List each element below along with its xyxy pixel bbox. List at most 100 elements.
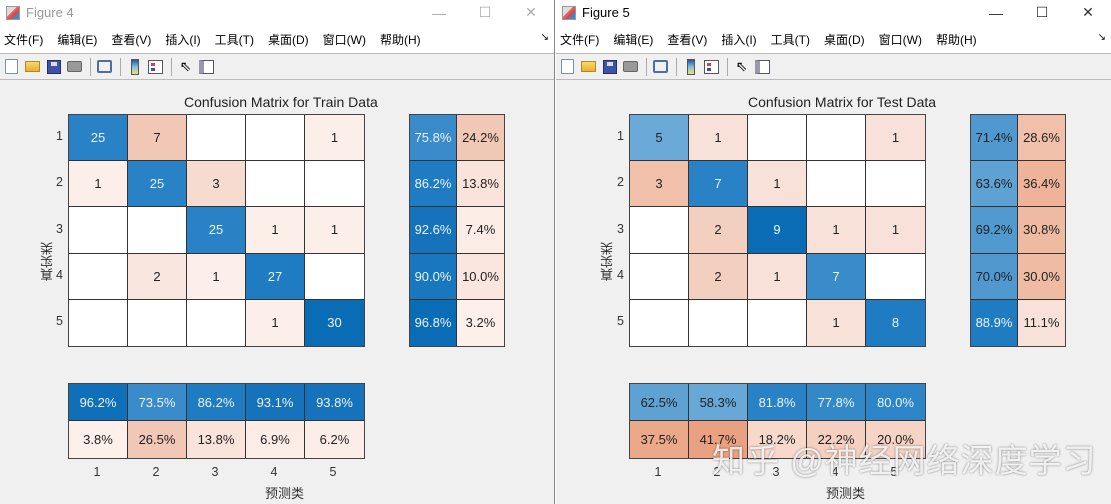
pointer-arrow-icon: ⇖ bbox=[179, 58, 192, 74]
y-tick-label: 2 bbox=[56, 175, 63, 190]
column-summary-cell: 80.0% bbox=[866, 384, 925, 421]
column-summary-cell: 93.1% bbox=[246, 384, 305, 421]
cell-value: 1 bbox=[212, 268, 220, 284]
menu-item[interactable]: 文件(F) bbox=[560, 32, 600, 47]
matrix-cell bbox=[69, 207, 128, 254]
column-summary-cell: 86.2% bbox=[187, 384, 246, 421]
cell-value: 1 bbox=[832, 222, 840, 238]
menu-item[interactable]: 桌面(D) bbox=[267, 32, 309, 47]
menu-item[interactable]: 帮助(H) bbox=[935, 32, 977, 47]
menu-item[interactable]: 窗口(W) bbox=[878, 32, 922, 47]
column-summary-cell: 77.8% bbox=[807, 384, 866, 421]
close-button[interactable]: ✕ bbox=[525, 4, 537, 20]
menu-item[interactable]: 工具(T) bbox=[770, 32, 810, 47]
cell-value: 3 bbox=[212, 176, 220, 192]
new-file-button[interactable] bbox=[2, 57, 21, 76]
minimize-button[interactable]: — bbox=[989, 4, 1003, 21]
colorbar-button[interactable] bbox=[681, 57, 700, 76]
cell-value: 8 bbox=[891, 315, 900, 331]
cell-value: 1 bbox=[94, 176, 102, 192]
colorbar-icon bbox=[686, 58, 695, 75]
link-plot-icon bbox=[97, 60, 112, 73]
figure-5-window: Figure 5 — ☐ ✕ 文件(F) 编辑(E) 查看(V) 插入(I) 工具(T) 桌面(D… bbox=[556, 0, 1111, 504]
cell-value: 25 bbox=[149, 176, 165, 192]
maximize-button[interactable]: ☐ bbox=[1035, 4, 1049, 20]
open-folder-button[interactable] bbox=[579, 57, 598, 76]
y-axis-label: 真实类 bbox=[40, 242, 55, 281]
toolbar-toggle-arrow-icon[interactable]: ↘ bbox=[1097, 32, 1106, 43]
summary-value: 96.8% bbox=[414, 315, 452, 331]
save-button[interactable] bbox=[44, 57, 63, 76]
summary-value: 3.2% bbox=[465, 315, 496, 331]
close-button[interactable]: ✕ bbox=[1082, 4, 1094, 20]
menu-item[interactable]: 插入(I) bbox=[165, 32, 201, 47]
confusion-matrix: 25 7 1 1 25 3 25 1 1 2 1 27 1 30 bbox=[68, 114, 365, 347]
matrix-cell bbox=[128, 207, 187, 254]
menu-item[interactable]: 窗口(W) bbox=[322, 32, 366, 47]
property-inspector-button[interactable] bbox=[197, 57, 216, 76]
menu-item[interactable]: 编辑(E) bbox=[613, 32, 654, 47]
legend-button[interactable] bbox=[146, 57, 165, 76]
menu-item[interactable]: 桌面(D) bbox=[823, 32, 865, 47]
column-summary-cell: 18.2% bbox=[748, 421, 807, 458]
menu-item[interactable]: 编辑(E) bbox=[57, 32, 98, 47]
summary-value: 71.4% bbox=[975, 130, 1013, 146]
summary-value: 10.0% bbox=[462, 268, 499, 284]
title-bar: Figure 5 — ☐ ✕ bbox=[556, 0, 1111, 25]
column-summary-cell: 22.2% bbox=[807, 421, 866, 458]
legend-icon bbox=[704, 59, 719, 74]
matrix-cell: 1 bbox=[866, 115, 925, 162]
row-summary-cell: 24.2% bbox=[457, 115, 504, 162]
toolbar-separator bbox=[171, 57, 172, 76]
open-folder-icon bbox=[25, 61, 40, 72]
maximize-button[interactable]: ☐ bbox=[478, 4, 492, 20]
column-summary-cell: 26.5% bbox=[128, 421, 187, 458]
summary-value: 37.5% bbox=[640, 432, 678, 447]
menu-item[interactable]: 插入(I) bbox=[721, 32, 757, 47]
summary-value: 11.1% bbox=[1023, 315, 1060, 331]
pointer-arrow-button[interactable]: ⇖ bbox=[176, 57, 195, 76]
matrix-cell: 9 bbox=[748, 207, 807, 254]
minimize-button[interactable]: — bbox=[432, 4, 446, 21]
save-button[interactable] bbox=[600, 57, 619, 76]
colorbar-button[interactable] bbox=[125, 57, 144, 76]
print-icon bbox=[67, 61, 82, 72]
cell-value: 5 bbox=[655, 130, 663, 146]
link-plot-button[interactable] bbox=[651, 57, 670, 76]
matrix-cell: 2 bbox=[689, 253, 748, 300]
y-tick-label: 1 bbox=[56, 129, 63, 144]
property-inspector-button[interactable] bbox=[753, 57, 772, 76]
matrix-cell bbox=[689, 299, 748, 346]
open-folder-icon bbox=[581, 61, 596, 72]
pointer-arrow-button[interactable]: ⇖ bbox=[732, 57, 751, 76]
column-summary-cell: 6.9% bbox=[246, 421, 305, 458]
toolbar-separator bbox=[646, 57, 647, 76]
menu-item[interactable]: 帮助(H) bbox=[379, 32, 421, 47]
open-folder-button[interactable] bbox=[23, 57, 42, 76]
toolbar-toggle-arrow-icon[interactable]: ↘ bbox=[540, 32, 549, 43]
menu-item[interactable]: 查看(V) bbox=[111, 32, 152, 47]
row-summary-cell: 13.8% bbox=[457, 161, 504, 208]
x-axis-label: 预测类 bbox=[265, 486, 305, 501]
summary-value: 24.2% bbox=[462, 130, 499, 146]
cell-value: 1 bbox=[832, 315, 840, 331]
link-plot-button[interactable] bbox=[95, 57, 114, 76]
x-tick-label: 4 bbox=[270, 465, 278, 479]
figure-4-window: Figure 4 — ☐ ✕ 文件(F) 编辑(E) 查看(V) 插入(I) 工具(T) 桌面(D… bbox=[0, 0, 555, 504]
summary-value: 93.1% bbox=[256, 394, 294, 410]
summary-value: 30.0% bbox=[1023, 268, 1060, 284]
new-file-button[interactable] bbox=[558, 57, 577, 76]
matrix-cell: 3 bbox=[187, 161, 246, 208]
watermark: 知乎 @神经网络深度学习 bbox=[712, 442, 1097, 479]
menu-item[interactable]: 查看(V) bbox=[667, 32, 708, 47]
summary-value: 73.5% bbox=[138, 394, 176, 410]
legend-button[interactable] bbox=[702, 57, 721, 76]
cell-value: 7 bbox=[832, 268, 840, 284]
print-button[interactable] bbox=[621, 57, 640, 76]
menu-item[interactable]: 文件(F) bbox=[4, 32, 44, 47]
matlab-logo-icon bbox=[6, 5, 20, 20]
cell-value: 2 bbox=[714, 222, 722, 238]
menu-item[interactable]: 工具(T) bbox=[214, 32, 254, 47]
cell-value: 7 bbox=[153, 130, 161, 146]
print-button[interactable] bbox=[65, 57, 84, 76]
